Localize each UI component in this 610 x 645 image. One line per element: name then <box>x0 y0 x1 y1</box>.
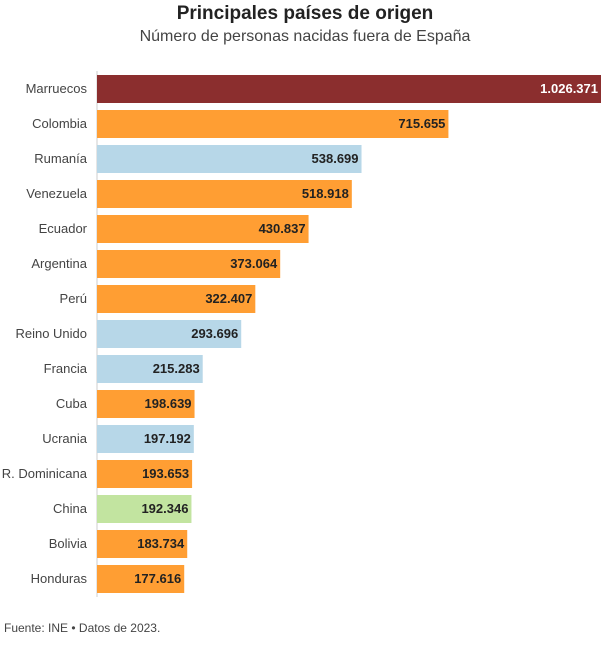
category-label: Rumanía <box>34 151 88 166</box>
category-label: R. Dominicana <box>2 466 88 481</box>
category-label: Francia <box>44 361 88 376</box>
bar-marruecos <box>97 75 601 103</box>
bar-honduras <box>97 565 185 593</box>
category-label: Perú <box>60 291 87 306</box>
category-label: Ucrania <box>42 431 88 446</box>
category-label: Bolivia <box>49 536 88 551</box>
category-label: Colombia <box>32 116 88 131</box>
bar-ecuador <box>97 215 309 243</box>
bar-ruman-a <box>97 145 362 173</box>
bar-venezuela <box>97 180 352 208</box>
category-label: Argentina <box>31 256 87 271</box>
value-label: 518.918 <box>302 186 349 201</box>
bar-cuba <box>97 390 195 418</box>
value-label: 322.407 <box>205 291 252 306</box>
bar-reino-unido <box>97 320 242 348</box>
category-label: Ecuador <box>39 221 88 236</box>
value-label: 183.734 <box>137 536 185 551</box>
bar-argentina <box>97 250 281 278</box>
value-label: 198.639 <box>145 396 192 411</box>
bar-per- <box>97 285 256 313</box>
chart-title: Principales países de origen <box>176 3 434 24</box>
value-label: 293.696 <box>191 326 238 341</box>
category-label: Honduras <box>31 571 88 586</box>
bar-china <box>97 495 192 523</box>
value-label: 1.026.371 <box>540 81 598 96</box>
value-label: 430.837 <box>259 221 306 236</box>
bar-francia <box>97 355 203 383</box>
source-note: Fuente: INE • Datos de 2023. <box>4 621 161 635</box>
category-label: Marruecos <box>26 81 88 96</box>
value-label: 538.699 <box>312 151 359 166</box>
value-label: 715.655 <box>398 116 445 131</box>
bar-bolivia <box>97 530 188 558</box>
category-label: Cuba <box>56 396 88 411</box>
value-label: 197.192 <box>144 431 191 446</box>
value-label: 215.283 <box>153 361 200 376</box>
bar-r-dominicana <box>97 460 193 488</box>
category-label: Reino Unido <box>15 326 87 341</box>
chart-subtitle: Número de personas nacidas fuera de Espa… <box>139 28 471 45</box>
bar-chart: Marruecos 1.026.371 Colombia 715.655 Rumanía… <box>2 71 601 597</box>
value-label: 373.064 <box>230 256 278 271</box>
bar-colombia <box>97 110 449 138</box>
category-label: China <box>53 501 88 516</box>
value-label: 192.346 <box>141 501 188 516</box>
category-label: Venezuela <box>26 186 87 201</box>
bar-ucrania <box>97 425 194 453</box>
value-label: 177.616 <box>134 571 181 586</box>
value-label: 193.653 <box>142 466 189 481</box>
